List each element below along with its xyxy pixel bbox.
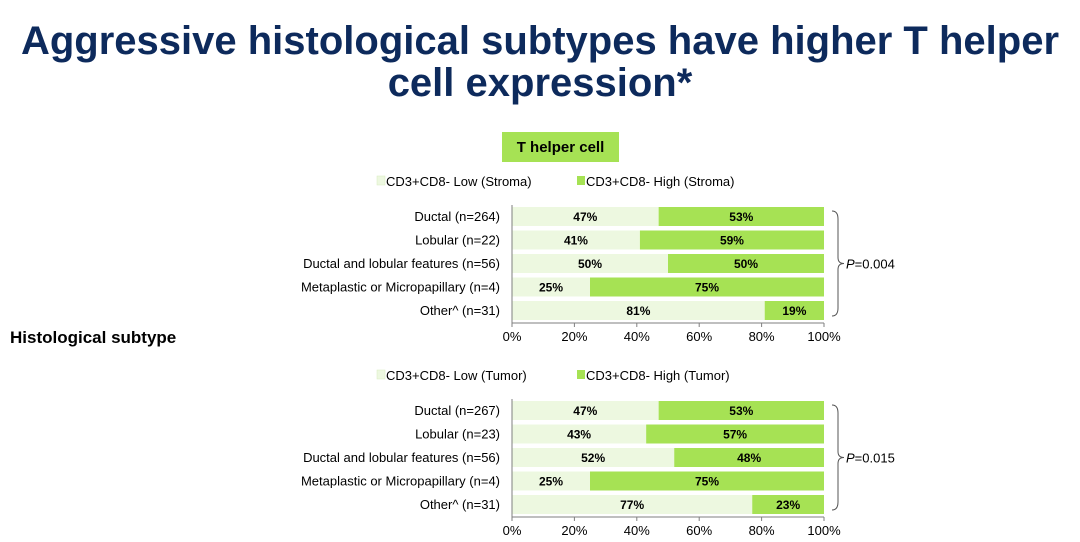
category-label: Other^ (n=31) [420, 303, 500, 318]
data-label: 52% [581, 451, 605, 465]
bar-segment-low [512, 277, 590, 297]
bar-segment-low [512, 401, 659, 420]
bar-segment-low [512, 230, 640, 250]
x-tick-label: 20% [561, 329, 587, 344]
data-label: 53% [729, 210, 753, 224]
x-tick-label: 100% [807, 523, 841, 538]
data-label: 47% [573, 210, 597, 224]
data-label: 50% [734, 257, 758, 271]
x-tick-label: 0% [503, 523, 522, 538]
x-tick-label: 40% [624, 329, 650, 344]
bar-segment-low [512, 495, 753, 514]
x-tick-label: 40% [624, 523, 650, 538]
bar-segment-high [764, 301, 824, 320]
category-label: Other^ (n=31) [420, 497, 500, 512]
significance-brace [831, 404, 845, 511]
legend-label: CD3+CD8- Low (Tumor) [386, 368, 527, 383]
data-label: 59% [720, 234, 744, 248]
category-label: Ductal and lobular features (n=56) [303, 256, 500, 271]
p-value-annotation: P=0.015 [846, 451, 895, 466]
data-label: 53% [729, 404, 753, 418]
x-tick-label: 100% [807, 329, 841, 344]
bar-segment-high [590, 471, 824, 491]
x-tick-label: 80% [749, 329, 775, 344]
data-label: 43% [567, 428, 591, 442]
p-value-annotation: P=0.004 [846, 257, 895, 272]
bar-segment-high [668, 254, 824, 273]
bar-segment-high [658, 207, 824, 226]
data-label: 19% [782, 304, 806, 318]
x-tick-label: 60% [686, 523, 712, 538]
bar-segment-high [658, 401, 824, 420]
data-label: 23% [776, 498, 800, 512]
legend-label: CD3+CD8- High (Tumor) [586, 368, 730, 383]
x-tick-label: 80% [749, 523, 775, 538]
data-label: 47% [573, 404, 597, 418]
category-label: Ductal (n=267) [414, 403, 500, 418]
bar-segment-low [512, 254, 668, 273]
bar-segment-high [590, 277, 824, 297]
category-label: Ductal (n=264) [414, 209, 500, 224]
legend-swatch-low [376, 175, 386, 186]
data-label: 25% [539, 475, 563, 489]
chart-badge: T helper cell [502, 132, 619, 162]
bar-segment-high [752, 495, 824, 514]
significance-brace [831, 210, 845, 317]
data-label: 77% [620, 498, 644, 512]
page-title: Aggressive histological subtypes have hi… [20, 19, 1060, 105]
histological-subtype-label: Histological subtype [10, 328, 177, 347]
data-label: 57% [723, 428, 747, 442]
data-label: 75% [695, 281, 719, 295]
bar-segment-low [512, 301, 765, 320]
x-tick-label: 60% [686, 329, 712, 344]
category-label: Metaplastic or Micropapillary (n=4) [301, 474, 500, 489]
bar-segment-high [639, 230, 824, 250]
data-label: 75% [695, 475, 719, 489]
bar-segment-low [512, 471, 590, 491]
bar-segment-low [512, 424, 647, 444]
legend-label: CD3+CD8- High (Stroma) [586, 174, 734, 189]
bar-segment-high [646, 424, 824, 444]
data-label: 25% [539, 281, 563, 295]
data-label: 50% [578, 257, 602, 271]
bar-segment-high [674, 448, 824, 467]
legend-label: CD3+CD8- Low (Stroma) [386, 174, 532, 189]
legend-swatch-low [376, 369, 386, 380]
category-label: Lobular (n=23) [415, 427, 500, 442]
legend-swatch-high [577, 176, 585, 185]
category-label: Ductal and lobular features (n=56) [303, 450, 500, 465]
bar-segment-low [512, 448, 675, 467]
data-label: 48% [737, 451, 761, 465]
bar-segment-low [512, 207, 659, 226]
category-label: Metaplastic or Micropapillary (n=4) [301, 280, 500, 295]
category-label: Lobular (n=22) [415, 233, 500, 248]
legend-swatch-high [577, 370, 585, 379]
x-tick-label: 20% [561, 523, 587, 538]
data-label: 81% [626, 304, 650, 318]
x-tick-label: 0% [503, 329, 522, 344]
data-label: 41% [564, 234, 588, 248]
